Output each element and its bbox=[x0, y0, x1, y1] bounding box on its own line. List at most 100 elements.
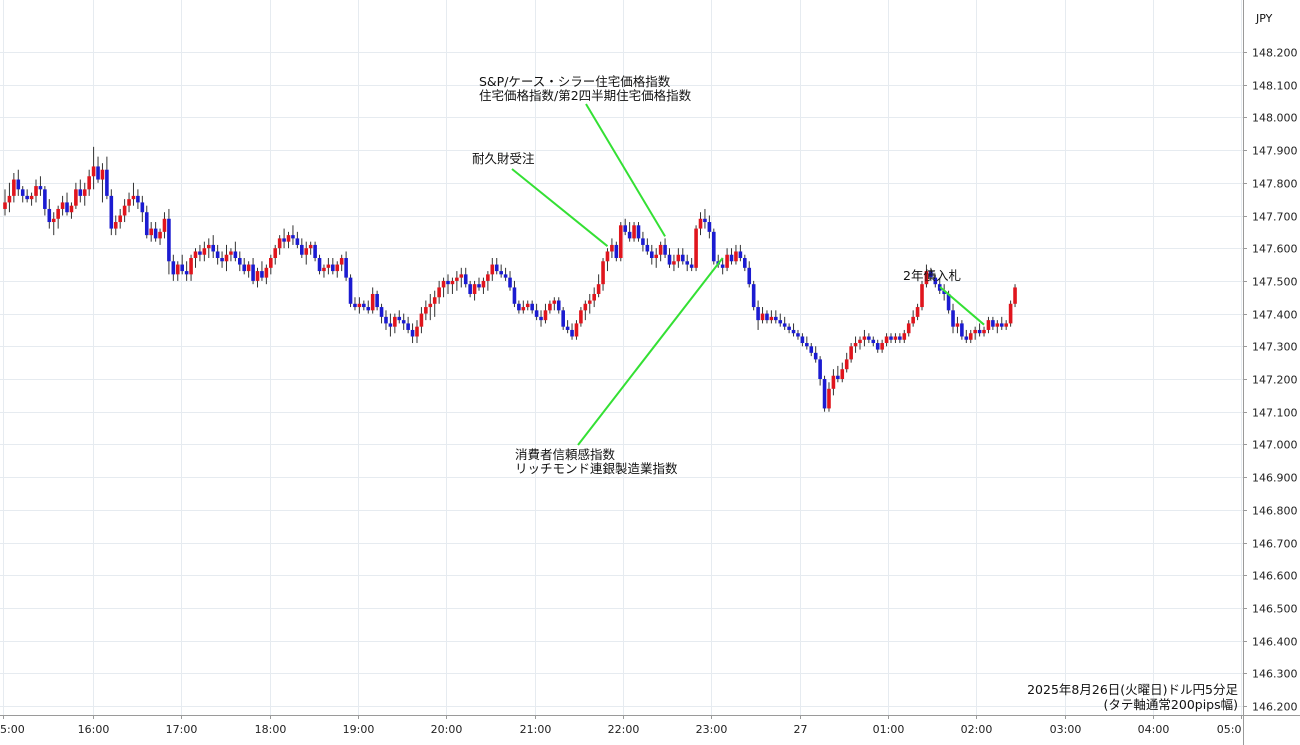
candlesticks bbox=[3, 146, 1017, 412]
candle-body bbox=[565, 326, 570, 330]
candle bbox=[867, 333, 871, 344]
candle-body bbox=[610, 244, 614, 252]
candle-body bbox=[725, 254, 729, 268]
annotation-label: S&P/ケース・シラー住宅価格指数 bbox=[479, 74, 671, 89]
candle bbox=[751, 280, 756, 311]
candle bbox=[246, 261, 251, 278]
candle bbox=[277, 235, 282, 255]
candle bbox=[269, 254, 273, 275]
candle-body bbox=[51, 218, 56, 223]
candle-body bbox=[818, 359, 822, 379]
candle bbox=[530, 300, 534, 314]
candle-body bbox=[587, 300, 592, 304]
candle bbox=[831, 369, 836, 396]
candle-body bbox=[96, 166, 100, 180]
candle-body bbox=[136, 195, 140, 203]
candle bbox=[455, 271, 459, 291]
candle bbox=[406, 316, 410, 334]
x-tick-label: 17:00 bbox=[166, 723, 198, 736]
candle bbox=[56, 205, 60, 229]
candle-body bbox=[242, 264, 247, 272]
x-tick-label: 02:00 bbox=[961, 723, 993, 736]
candle bbox=[703, 208, 707, 229]
y-tick-label: 146.300 bbox=[1252, 668, 1298, 681]
x-tick-label: 03:00 bbox=[1050, 723, 1082, 736]
x-tick-label: 01:00 bbox=[873, 723, 905, 736]
candle bbox=[548, 300, 552, 314]
candle-body bbox=[255, 271, 260, 281]
y-tick-label: 147.600 bbox=[1252, 243, 1298, 256]
candle bbox=[162, 212, 167, 239]
candle-body bbox=[605, 251, 610, 262]
candle-body bbox=[596, 284, 601, 294]
candle bbox=[300, 238, 304, 259]
candle-body bbox=[419, 313, 424, 327]
candle-body bbox=[849, 346, 853, 360]
candle-body bbox=[827, 388, 831, 409]
candle-body bbox=[437, 287, 441, 298]
candle-body bbox=[543, 310, 548, 321]
candle-body bbox=[964, 336, 969, 340]
candle-body bbox=[813, 352, 818, 360]
candle bbox=[96, 156, 100, 183]
annotations: S&P/ケース・シラー住宅価格指数住宅価格指数/第2四半期住宅価格指数耐久財受注… bbox=[472, 74, 985, 476]
x-tick-label: 22:00 bbox=[608, 723, 640, 736]
candle-body bbox=[317, 258, 322, 272]
x-tick-label: 23:00 bbox=[696, 723, 728, 736]
candle-body bbox=[853, 343, 858, 347]
candle bbox=[556, 297, 561, 314]
candle bbox=[539, 310, 543, 327]
candle-body bbox=[787, 326, 791, 330]
candle bbox=[898, 333, 902, 344]
candle bbox=[667, 248, 672, 268]
candle bbox=[202, 241, 207, 262]
candle bbox=[880, 339, 884, 353]
candle bbox=[322, 264, 326, 278]
candle-body bbox=[158, 231, 162, 239]
candle bbox=[82, 182, 87, 206]
candle-body bbox=[694, 228, 698, 268]
candle bbox=[370, 287, 375, 314]
candle bbox=[69, 202, 74, 219]
candle bbox=[929, 267, 933, 281]
candle-body bbox=[1008, 303, 1013, 324]
candle bbox=[60, 195, 65, 216]
candle-body bbox=[858, 339, 862, 344]
candle bbox=[167, 208, 171, 275]
candle bbox=[335, 261, 340, 278]
candle-body bbox=[78, 189, 83, 196]
candle-body bbox=[313, 244, 317, 259]
candle bbox=[503, 267, 508, 281]
candle-body bbox=[929, 271, 933, 278]
candle-body bbox=[836, 375, 840, 379]
candle-body bbox=[362, 303, 366, 308]
candle bbox=[397, 310, 402, 324]
candle bbox=[782, 316, 787, 330]
candle-body bbox=[698, 218, 703, 229]
candle-body bbox=[87, 176, 91, 190]
candle-body bbox=[539, 316, 543, 321]
candle-body bbox=[933, 277, 938, 285]
candle-body bbox=[206, 244, 211, 249]
candle bbox=[317, 254, 322, 275]
candle bbox=[38, 176, 43, 196]
candle-body bbox=[658, 244, 663, 255]
candle-body bbox=[517, 303, 521, 311]
candle-body bbox=[1013, 287, 1017, 304]
candle-body bbox=[375, 293, 379, 308]
candle-body bbox=[942, 290, 946, 294]
candle bbox=[920, 280, 924, 311]
candle-body bbox=[397, 316, 402, 321]
candle bbox=[906, 320, 911, 337]
y-tick-label: 148.000 bbox=[1252, 112, 1298, 125]
candle bbox=[725, 248, 729, 272]
candle bbox=[672, 254, 676, 272]
candle-body bbox=[734, 251, 738, 262]
candle-body bbox=[384, 316, 388, 324]
candle bbox=[87, 169, 91, 196]
candle bbox=[419, 307, 424, 334]
candle-body bbox=[16, 179, 21, 190]
candle bbox=[282, 228, 286, 249]
candle-body bbox=[831, 375, 836, 389]
candle-body bbox=[973, 329, 977, 334]
